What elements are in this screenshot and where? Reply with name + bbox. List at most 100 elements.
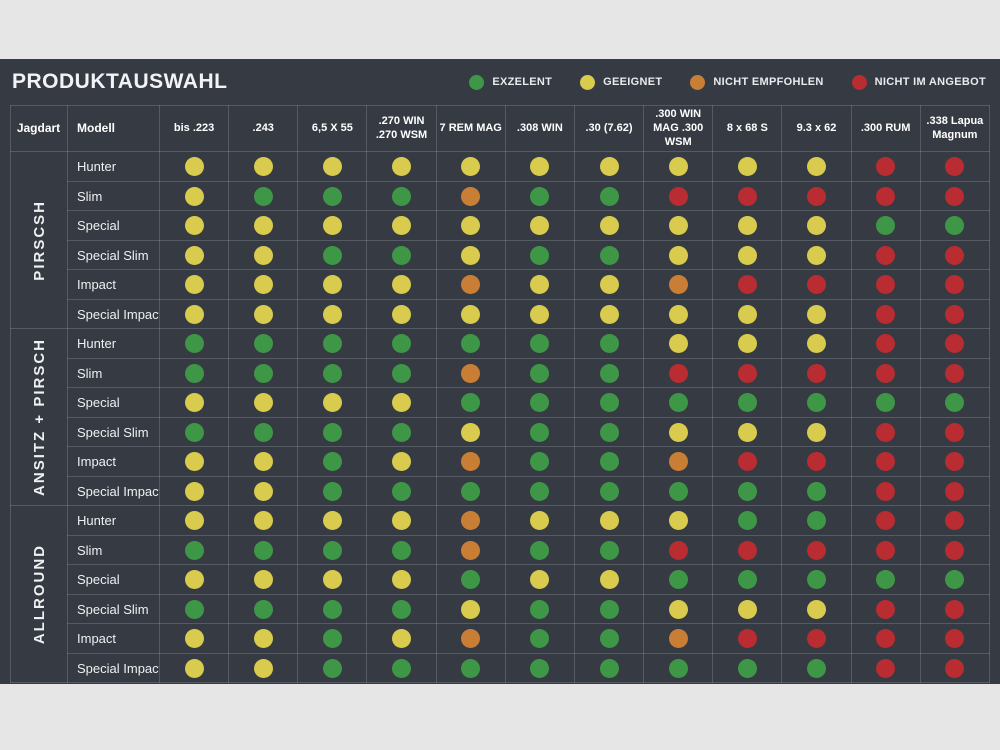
rating-cell bbox=[573, 593, 645, 625]
rating-cell bbox=[504, 505, 575, 536]
rating-dot-nicht-im-angebot-icon bbox=[806, 186, 826, 206]
column-header-caliber: .300 RUM bbox=[850, 104, 921, 153]
rating-cell bbox=[158, 564, 230, 595]
rating-dot-geeignet-icon bbox=[392, 275, 412, 294]
rating-dot-geeignet-icon bbox=[737, 157, 757, 176]
rating-dot-nicht-im-angebot-icon bbox=[876, 511, 896, 530]
rating-cell bbox=[573, 210, 645, 241]
rating-dot-geeignet-icon bbox=[530, 157, 550, 176]
rating-cell bbox=[504, 151, 575, 182]
rating-cell bbox=[435, 298, 506, 330]
rating-dot-exzelent-icon bbox=[945, 216, 965, 235]
rating-cell bbox=[158, 328, 230, 359]
rating-dot-exzelent-icon bbox=[392, 245, 412, 265]
rating-cell bbox=[850, 210, 921, 241]
rating-cell bbox=[297, 298, 368, 330]
rating-dot-geeignet-icon bbox=[530, 216, 550, 235]
column-header-caliber: 9.3 x 62 bbox=[781, 104, 852, 153]
rating-dot-geeignet-icon bbox=[184, 304, 204, 324]
rating-dot-exzelent-icon bbox=[322, 481, 342, 501]
rating-cell bbox=[712, 505, 783, 536]
rating-cell bbox=[228, 505, 299, 536]
rating-cell bbox=[297, 210, 368, 241]
rating-dot-geeignet-icon bbox=[392, 511, 412, 530]
rating-dot-exzelent-icon bbox=[253, 599, 273, 619]
rating-cell bbox=[919, 269, 991, 300]
rating-cell bbox=[366, 180, 437, 212]
rating-cell bbox=[850, 623, 921, 654]
rating-cell bbox=[919, 387, 991, 418]
rating-dot-geeignet-icon bbox=[184, 275, 204, 294]
rating-cell bbox=[228, 239, 299, 271]
rating-dot-exzelent-icon bbox=[599, 363, 619, 383]
rating-dot-nicht-im-angebot-icon bbox=[876, 304, 896, 324]
rating-dot-geeignet-icon bbox=[322, 304, 342, 324]
rating-dot-exzelent-icon bbox=[806, 511, 826, 530]
rating-cell bbox=[573, 180, 645, 212]
rating-cell bbox=[297, 593, 368, 625]
rating-dot-nicht-im-angebot-icon bbox=[668, 540, 688, 560]
rating-cell bbox=[643, 416, 714, 448]
table-row: Slim bbox=[11, 534, 991, 566]
rating-cell bbox=[158, 298, 230, 330]
rating-cell bbox=[781, 239, 852, 271]
rating-cell bbox=[228, 623, 299, 654]
rating-dot-exzelent-icon bbox=[322, 540, 342, 560]
rating-cell bbox=[643, 210, 714, 241]
rating-dot-geeignet-icon bbox=[461, 216, 481, 235]
rating-cell bbox=[781, 564, 852, 595]
model-label: Impact bbox=[67, 446, 160, 477]
rating-dot-geeignet-icon bbox=[184, 511, 204, 530]
table-row: Slim bbox=[11, 180, 991, 212]
rating-cell bbox=[435, 623, 506, 654]
rating-dot-exzelent-icon bbox=[253, 186, 273, 206]
page-title: PRODUKTAUSWAHL bbox=[12, 70, 228, 93]
rating-dot-nicht-im-angebot-icon bbox=[876, 452, 896, 471]
rating-cell bbox=[504, 180, 575, 212]
rating-cell bbox=[158, 239, 230, 271]
rating-cell bbox=[504, 239, 575, 271]
column-header-jagdart: Jagdart bbox=[10, 104, 68, 153]
rating-cell bbox=[781, 298, 852, 330]
rating-dot-nicht-im-angebot-icon bbox=[876, 540, 896, 560]
rating-dot-nicht-im-angebot-icon bbox=[945, 275, 965, 294]
rating-cell bbox=[573, 298, 645, 330]
rating-cell bbox=[573, 623, 645, 654]
rating-cell bbox=[850, 416, 921, 448]
rating-dot-exzelent-icon bbox=[530, 393, 550, 412]
rating-dot-exzelent-icon bbox=[461, 570, 481, 589]
rating-dot-exzelent-icon bbox=[184, 540, 204, 560]
rating-dot-nicht-empfohlen-icon bbox=[461, 511, 481, 530]
rating-cell bbox=[366, 446, 437, 477]
rating-dot-exzelent-icon bbox=[184, 422, 204, 442]
rating-cell bbox=[297, 357, 368, 389]
legend-label: NICHT IM ANGEBOT bbox=[874, 76, 986, 88]
table-row: Special Impact bbox=[11, 298, 991, 330]
rating-dot-nicht-im-angebot-icon bbox=[876, 186, 896, 206]
model-label: Special bbox=[67, 387, 160, 418]
rating-dot-exzelent-icon bbox=[945, 393, 965, 412]
jagdart-group-cell: ALLROUND bbox=[10, 505, 68, 684]
model-label: Slim bbox=[67, 357, 160, 389]
rating-cell bbox=[850, 328, 921, 359]
rating-cell bbox=[504, 328, 575, 359]
rating-dot-nicht-im-angebot-icon bbox=[876, 599, 896, 619]
rating-dot-nicht-im-angebot-icon bbox=[806, 629, 826, 648]
rating-dot-nicht-empfohlen-icon bbox=[461, 363, 481, 383]
rating-dot-exzelent-icon bbox=[668, 570, 688, 589]
rating-cell bbox=[504, 357, 575, 389]
rating-dot-nicht-im-angebot-icon bbox=[945, 452, 965, 471]
rating-cell bbox=[158, 387, 230, 418]
rating-dot-exzelent-icon bbox=[322, 363, 342, 383]
rating-dot-exzelent-icon bbox=[599, 599, 619, 619]
rating-cell bbox=[919, 446, 991, 477]
model-label: Impact bbox=[67, 269, 160, 300]
rating-cell bbox=[297, 269, 368, 300]
rating-dot-nicht-im-angebot-icon bbox=[945, 599, 965, 619]
rating-dot-geeignet-icon bbox=[737, 334, 757, 353]
rating-cell bbox=[435, 534, 506, 566]
rating-cell bbox=[712, 564, 783, 595]
rating-dot-exzelent-icon bbox=[530, 363, 550, 383]
jagdart-group-cell: ANSITZ + PIRSCH bbox=[10, 328, 68, 507]
rating-cell bbox=[366, 564, 437, 595]
